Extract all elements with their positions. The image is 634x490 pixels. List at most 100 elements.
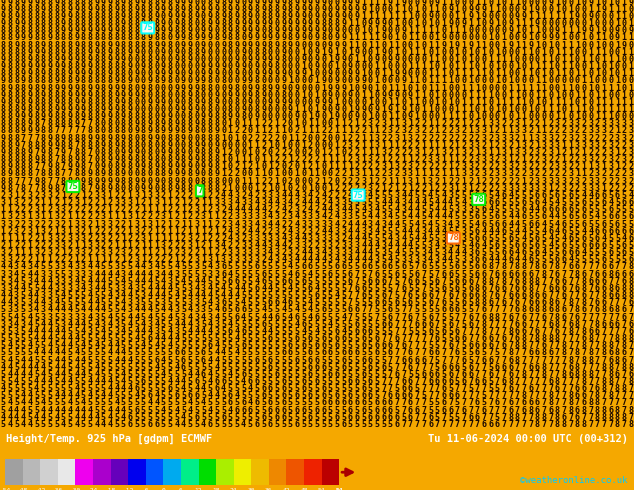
Text: 9: 9 [194,83,199,93]
Text: 7: 7 [401,334,406,343]
Text: 3: 3 [268,241,273,250]
Text: 5: 5 [108,398,112,408]
Text: 8: 8 [508,413,513,422]
Text: 3: 3 [522,148,526,157]
Text: 4: 4 [161,291,166,300]
Text: 5: 5 [181,398,186,408]
Text: 4: 4 [127,384,133,393]
Text: 6: 6 [341,398,346,408]
Text: 5: 5 [261,298,266,307]
Text: 9: 9 [268,0,273,7]
Text: 7: 7 [548,356,553,365]
Text: 0: 0 [235,184,240,193]
Text: 5: 5 [388,327,393,336]
Text: 8: 8 [188,170,193,178]
Text: 8: 8 [14,105,19,114]
Text: 0: 0 [488,98,493,107]
Text: 1: 1 [435,48,440,57]
Text: 5: 5 [381,327,386,336]
Text: 5: 5 [261,348,266,357]
Text: 5: 5 [228,263,233,271]
Text: 4: 4 [541,220,547,228]
Text: 5: 5 [335,270,340,279]
Text: 8: 8 [41,0,46,7]
Text: 7: 7 [548,420,553,429]
Text: 4: 4 [361,220,366,228]
Text: 1: 1 [301,91,306,99]
Text: 8: 8 [94,120,99,128]
Text: 2: 2 [14,205,19,214]
Text: 1: 1 [108,255,112,264]
Text: 6: 6 [341,356,346,365]
Text: 6: 6 [422,320,426,329]
Text: 5: 5 [188,363,193,372]
Text: 0: 0 [462,91,467,99]
Text: 1: 1 [462,83,467,93]
Text: 6: 6 [214,377,219,386]
Text: 9: 9 [188,105,193,114]
Text: 4: 4 [381,198,386,207]
Text: 6: 6 [548,227,553,236]
Text: 2: 2 [595,148,600,157]
Text: 1: 1 [535,141,540,150]
Text: 5: 5 [275,398,280,408]
Text: 6: 6 [501,191,507,200]
Text: 4: 4 [401,191,406,200]
Text: 0: 0 [261,98,266,107]
Text: 8: 8 [21,184,26,193]
Text: 5: 5 [435,284,440,293]
Text: 1: 1 [328,155,333,164]
Text: 8: 8 [615,384,620,393]
Text: 6: 6 [555,284,560,293]
Text: 5: 5 [468,234,473,243]
Text: 2: 2 [21,205,26,214]
Text: 4: 4 [94,298,99,307]
Text: 6: 6 [308,263,313,271]
Text: 6: 6 [174,348,179,357]
Text: 7: 7 [522,420,526,429]
Text: 5: 5 [87,334,93,343]
Text: 1: 1 [475,69,480,78]
Text: 4: 4 [14,320,19,329]
Text: 5: 5 [161,398,166,408]
Text: 4: 4 [428,227,433,236]
Text: 5: 5 [214,406,219,415]
Text: 0: 0 [308,62,313,71]
Text: 5: 5 [468,348,473,357]
Text: 9: 9 [34,105,39,114]
Text: 9: 9 [348,69,353,78]
Text: 1: 1 [608,5,613,14]
Text: 3: 3 [462,170,467,178]
Text: 2: 2 [608,126,613,136]
Text: 2: 2 [188,212,193,221]
Text: 7: 7 [602,334,607,343]
Text: 5: 5 [108,277,112,286]
Text: 8: 8 [562,348,567,357]
Text: 4: 4 [221,241,226,250]
Text: 5: 5 [235,413,240,422]
Text: 3: 3 [8,270,12,279]
Text: 6: 6 [508,384,513,393]
Text: 4: 4 [361,205,366,214]
Text: 0: 0 [628,41,633,49]
Text: 0: 0 [522,26,526,35]
Text: 2: 2 [314,205,320,214]
Text: 5: 5 [127,377,133,386]
Text: 9: 9 [308,0,313,7]
Text: 6: 6 [548,377,553,386]
Text: 3: 3 [174,327,179,336]
Text: 9: 9 [294,5,299,14]
Text: 4: 4 [448,248,453,257]
Text: 3: 3 [522,141,526,150]
Text: 5: 5 [228,413,233,422]
Text: 7: 7 [54,126,59,136]
Text: 1: 1 [508,91,513,99]
Text: 9: 9 [181,12,186,21]
Text: 5: 5 [388,248,393,257]
Text: 1: 1 [581,162,586,171]
Text: 8: 8 [8,98,12,107]
Text: 4: 4 [74,334,79,343]
Text: 4: 4 [495,191,500,200]
Text: 9: 9 [348,5,353,14]
Text: 5: 5 [528,227,533,236]
